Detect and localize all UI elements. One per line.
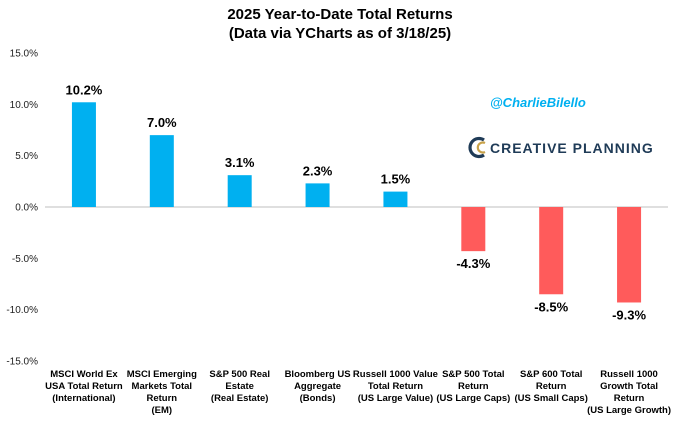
x-tick-label: S&P 500 Real Estate (Real Estate): [209, 369, 270, 404]
x-axis-labels: MSCI World Ex USA Total Return (Internatio…: [45, 369, 671, 416]
data-label: 10.2%: [66, 82, 103, 97]
creative-planning-logo-text: CREATIVE PLANNING: [490, 140, 654, 156]
bar: [383, 191, 408, 207]
y-tick-label: 5.0%: [15, 151, 38, 162]
bar: [539, 207, 564, 295]
x-tick-label: MSCI World Ex USA Total Return (Internatio…: [45, 369, 123, 404]
bar: [617, 207, 642, 303]
x-tick-label: S&P 600 Total Return (US Small Caps): [514, 369, 587, 404]
chart-title: 2025 Year-to-Date Total Returns: [227, 6, 452, 23]
y-tick-label: 0.0%: [15, 203, 38, 214]
y-tick-label: 10.0%: [10, 100, 38, 111]
data-label: 1.5%: [381, 172, 411, 187]
data-label: 3.1%: [225, 155, 255, 170]
data-label: -9.3%: [612, 307, 646, 322]
bar-series: [71, 102, 642, 303]
y-axis: 15.0% 10.0% 5.0% 0.0% -5.0% -10.0% -15.0%: [6, 49, 38, 368]
bar: [149, 135, 174, 207]
bar: [71, 102, 96, 207]
author-handle: @CharlieBilello: [490, 95, 586, 110]
data-label: 7.0%: [147, 115, 177, 130]
y-tick-label: -10.0%: [6, 305, 38, 316]
x-tick-label: MSCI Emerging Markets Total Return (EM): [127, 369, 197, 416]
y-tick-label: -5.0%: [12, 254, 38, 265]
creative-planning-logo-icon: [468, 136, 486, 159]
data-label: -8.5%: [534, 299, 568, 314]
x-tick-label: Russell 1000 Value Total Return (US Large …: [353, 369, 438, 404]
chart-subtitle: (Data via YCharts as of 3/18/25): [229, 25, 451, 42]
bar: [305, 183, 330, 207]
creative-planning-logo: CREATIVE PLANNING: [468, 136, 654, 159]
x-tick-label: Russell 1000 Growth Total Return (US Large …: [587, 369, 671, 416]
x-tick-label: Bloomberg US Aggregate (Bonds): [285, 369, 351, 404]
bar: [461, 207, 486, 252]
bar: [227, 175, 252, 207]
data-labels: 10.2% 7.0% 3.1% 2.3% 1.5% -4.3% -8.5% -9.3%: [66, 82, 647, 322]
data-label: 2.3%: [303, 163, 333, 178]
data-label: -4.3%: [456, 256, 490, 271]
x-tick-label: S&P 500 Total Return (US Large Caps): [436, 369, 510, 404]
y-tick-label: -15.0%: [6, 357, 38, 368]
y-tick-label: 15.0%: [10, 49, 38, 60]
